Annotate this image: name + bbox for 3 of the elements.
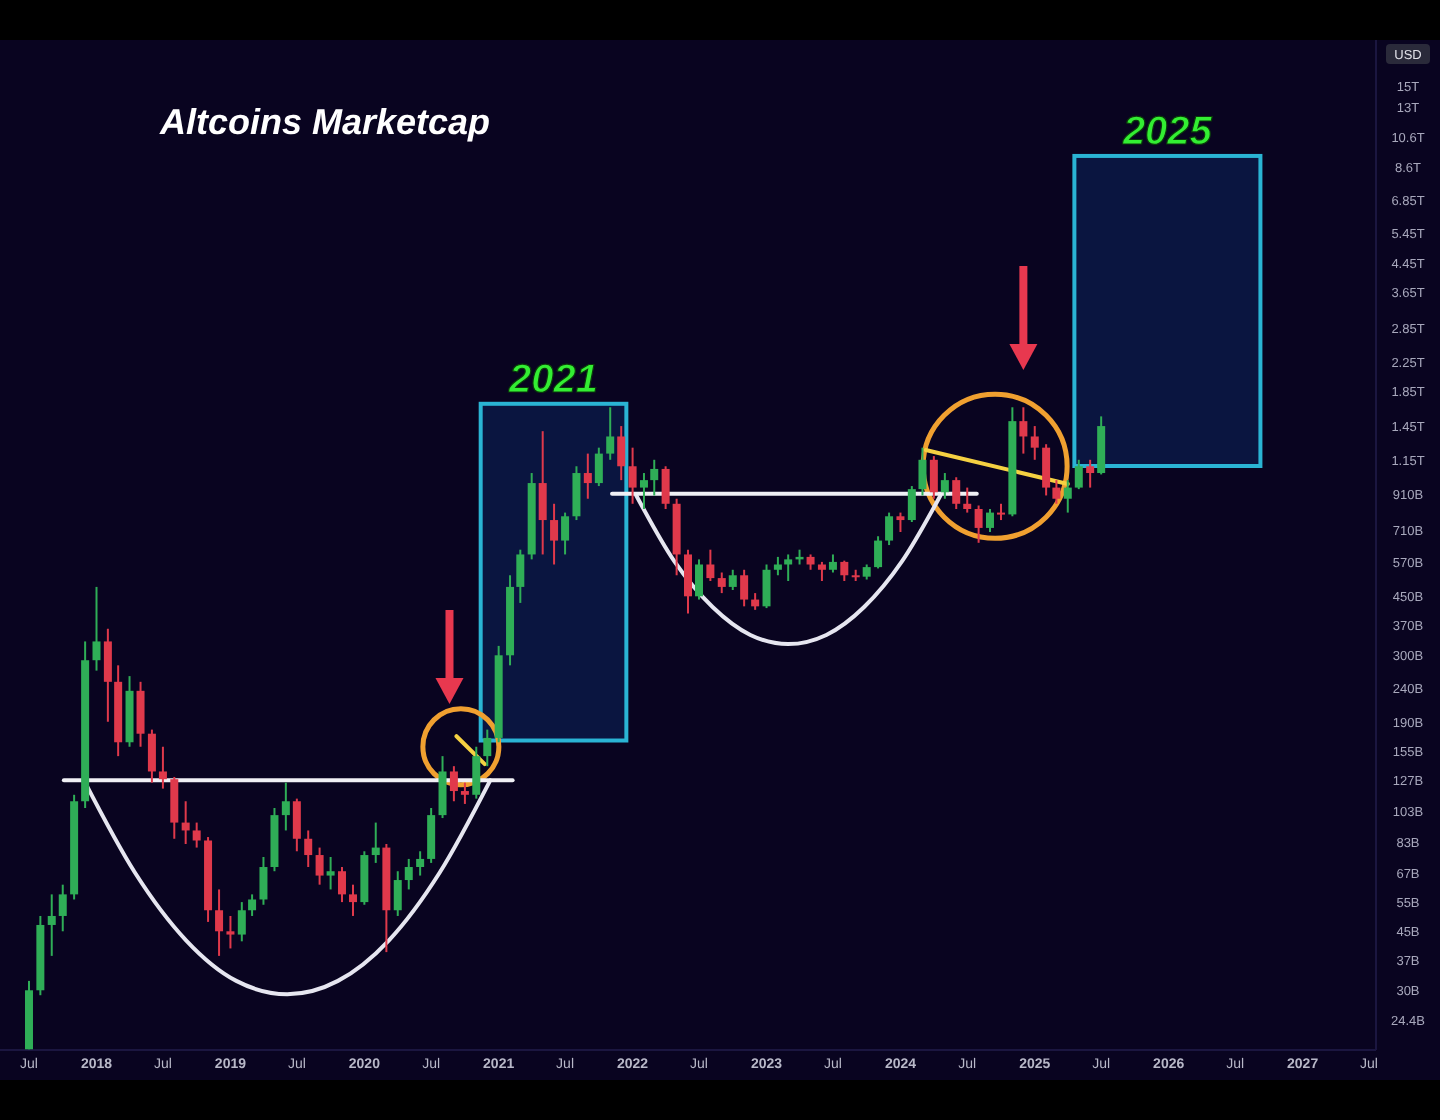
annotation: 2025 [1120,109,1214,154]
text: Altcoins Marketcap [158,102,491,142]
annotation: 2021 [507,357,599,402]
